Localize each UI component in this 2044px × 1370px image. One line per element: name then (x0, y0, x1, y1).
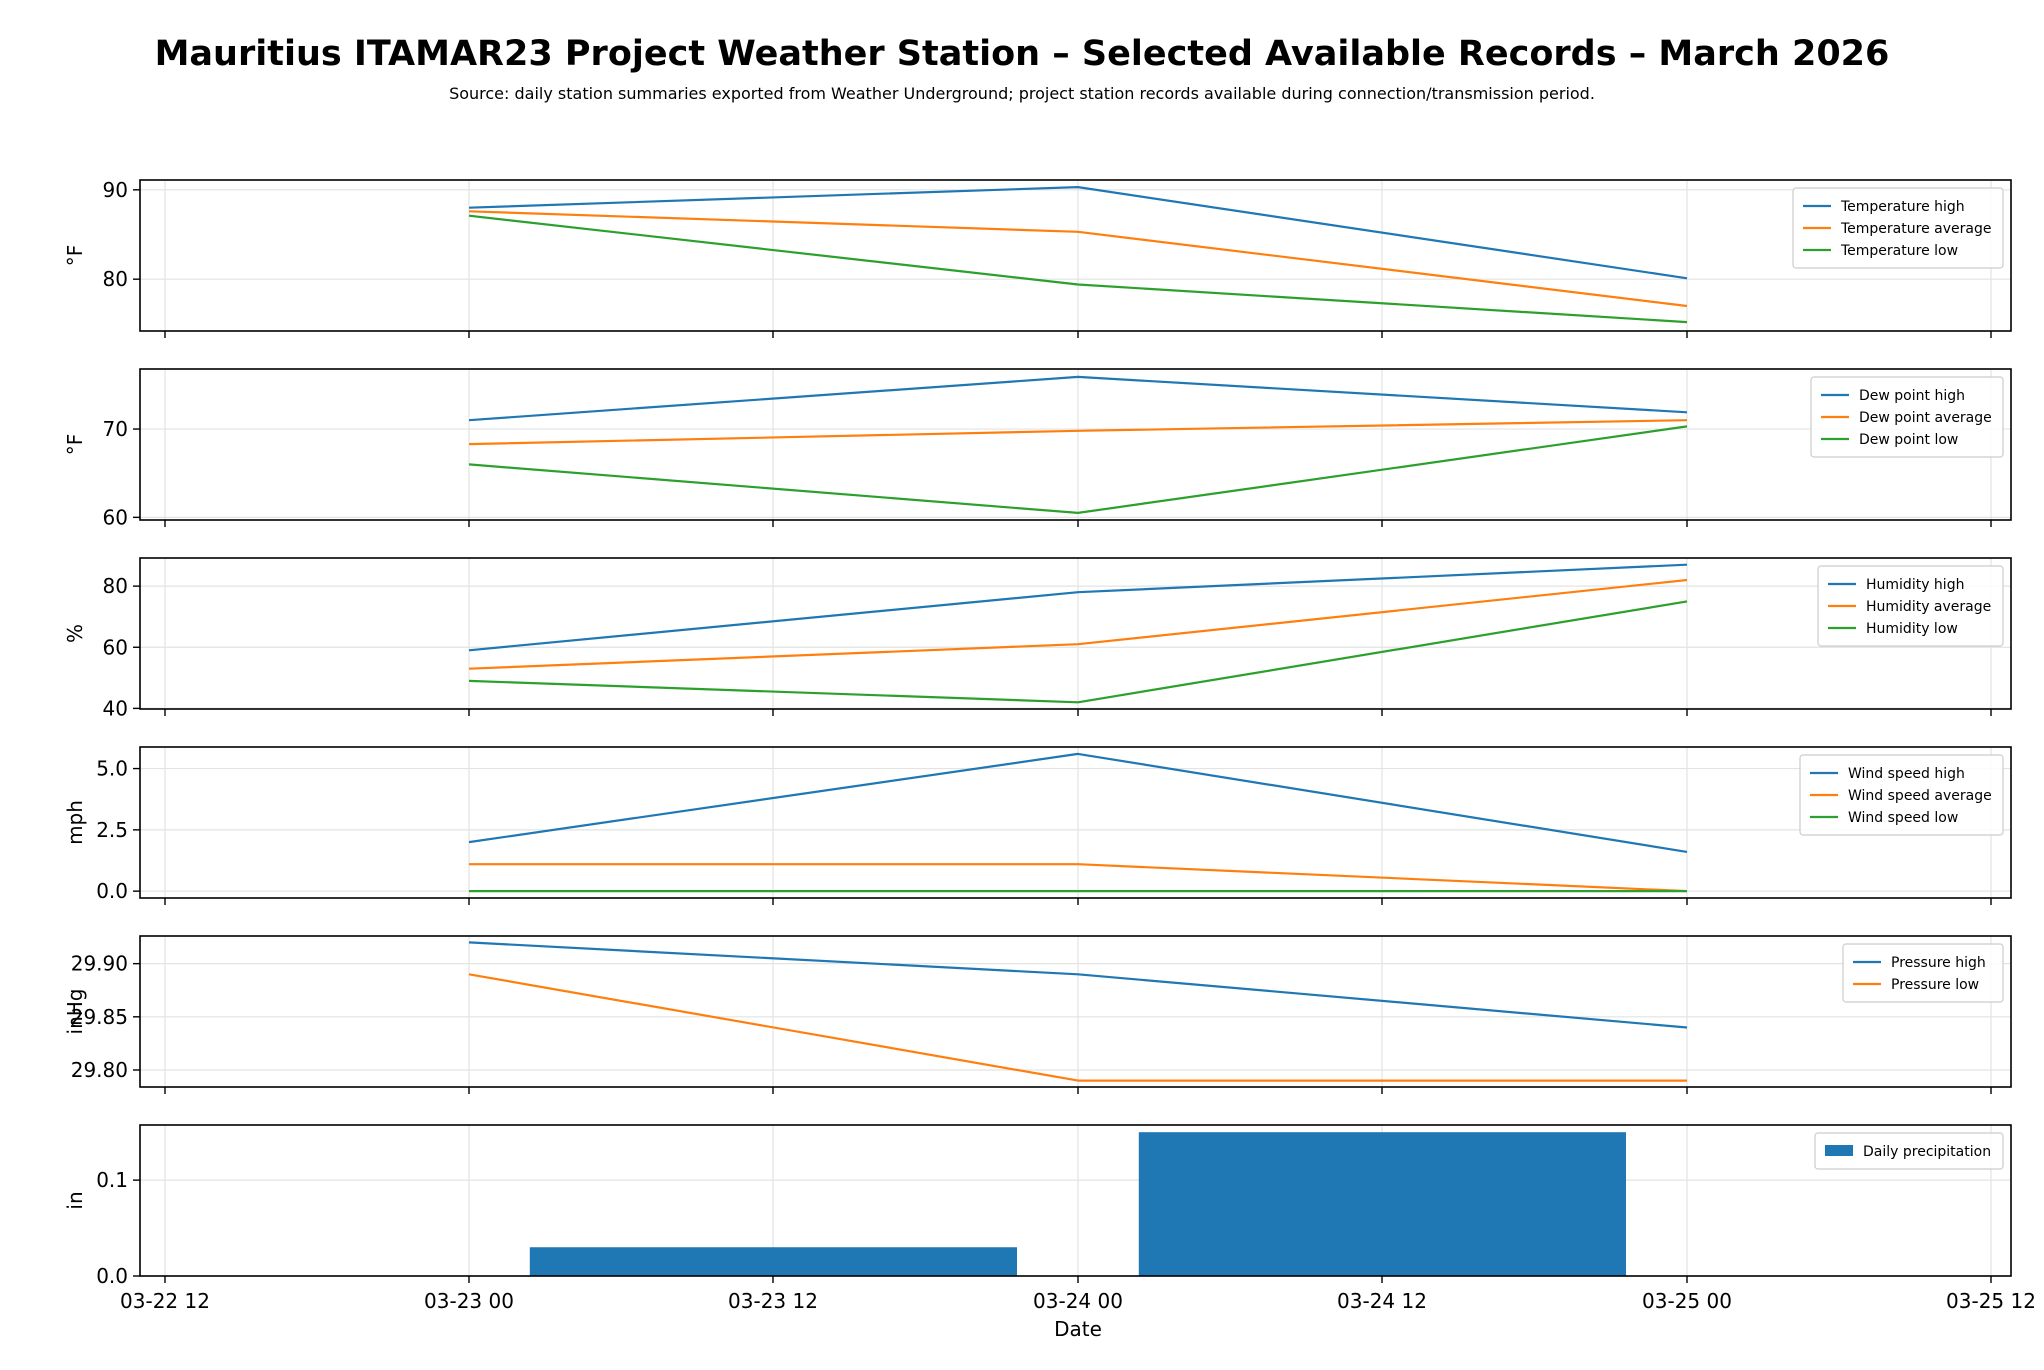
series-line-3 (468, 600, 1688, 704)
legend-swatch (1825, 1145, 1853, 1156)
legend-box (1814, 1132, 2004, 1170)
y-axis-label: in (63, 1191, 87, 1209)
legend-box (1810, 376, 2004, 458)
legend-entry: Daily precipitation (1863, 1144, 1991, 1160)
legend-entry: Temperature average (1840, 221, 1991, 237)
y-tick-label: 2.5 (96, 818, 128, 842)
legend-entry: Wind speed high (1848, 766, 1965, 782)
series-line-3 (468, 425, 1688, 515)
y-tick-label: 40 (103, 696, 128, 720)
series-line-2 (468, 973, 1687, 1082)
legend-box (1799, 754, 2004, 836)
legend-entry: Temperature low (1840, 243, 1958, 259)
panel-frame (139, 746, 2012, 899)
y-tick-label: 0.0 (96, 879, 128, 903)
legend: Temperature high Temperature average Tempe… (1792, 187, 2004, 269)
series-line-1 (468, 752, 1688, 853)
series-line-1 (468, 375, 1688, 422)
y-tick-label: 0.1 (96, 1168, 128, 1192)
y-tick-label: 0.0 (96, 1264, 128, 1288)
legend-box (1842, 943, 2004, 1003)
series-line-3 (468, 214, 1688, 324)
y-axis-label: mph (63, 800, 87, 845)
x-tick-label: 03-22 12 (120, 1289, 210, 1313)
panel-4: 0.0 2.5 5.0 mph Wind speed high Wind speed av… (63, 746, 2012, 905)
x-tick-label: 03-24 12 (1337, 1289, 1427, 1313)
legend-entry: Wind speed average (1848, 788, 1992, 804)
y-tick-label: 5.0 (96, 757, 128, 781)
legend-entry: Dew point high (1859, 388, 1965, 404)
series-line-1 (468, 186, 1688, 280)
panel-1: 80 90 °F Temperature high Temperature averag… (63, 178, 2012, 338)
legend-entry: Pressure high (1891, 955, 1986, 971)
legend: Humidity high Humidity average Humidity lo… (1817, 565, 2004, 647)
legend-entry: Wind speed low (1848, 810, 1958, 826)
y-tick-label: 60 (103, 505, 128, 529)
x-tick-label: 03-23 12 (728, 1289, 818, 1313)
y-tick-label: 29.90 (71, 952, 128, 976)
panel-frame (139, 935, 2012, 1088)
y-axis-label: °F (63, 434, 87, 456)
legend-entry: Humidity low (1866, 621, 1958, 637)
panel-frame (139, 179, 2012, 332)
x-tick-label: 03-23 00 (424, 1289, 514, 1313)
legend-entry: Dew point average (1859, 410, 1992, 426)
precip-bar (1138, 1132, 1626, 1276)
chart-subtitle: Source: daily station summaries exported… (449, 84, 1595, 103)
legend: Daily precipitation (1814, 1132, 2004, 1170)
y-tick-label: 80 (103, 574, 128, 598)
panel-frame (139, 368, 2012, 521)
legend-box (1817, 565, 2004, 647)
x-tick-label: 03-24 00 (1033, 1289, 1123, 1313)
y-axis-label: % (63, 624, 87, 643)
legend-entry: Pressure low (1891, 977, 1979, 993)
series-line-2 (468, 419, 1688, 446)
y-tick-label: 90 (103, 178, 128, 202)
chart-panels: 80 90 °F Temperature high Temperature averag… (63, 178, 2036, 1313)
legend-entry: Temperature high (1840, 199, 1965, 215)
y-tick-label: 80 (103, 267, 128, 291)
legend: Pressure high Pressure low (1842, 943, 2004, 1003)
y-axis-label: °F (63, 245, 87, 267)
y-tick-label: 60 (103, 635, 128, 659)
series-line-2 (468, 210, 1688, 308)
y-tick-label: 29.80 (71, 1058, 128, 1082)
panel-6: 0.0 0.1 03-22 12 03-23 00 03-23 12 03-24 00 03… (63, 1124, 2036, 1313)
y-tick-label: 70 (103, 417, 128, 441)
series-line-2 (469, 863, 1688, 893)
legend-entry: Humidity high (1866, 577, 1964, 593)
panel-frame (139, 1124, 2012, 1277)
y-tick-label: 29.85 (71, 1005, 128, 1029)
precip-bar (529, 1247, 1017, 1276)
legend: Dew point high Dew point average Dew point… (1810, 376, 2004, 458)
y-axis-label: inHg (63, 989, 87, 1035)
series-line-2 (468, 578, 1688, 670)
legend-box (1792, 187, 2004, 269)
panel-frame (139, 557, 2012, 710)
x-axis-label: Date (1054, 1317, 1102, 1341)
series-line-1 (468, 563, 1688, 652)
series-line-1 (468, 941, 1688, 1029)
x-tick-label: 03-25 12 (1946, 1289, 2036, 1313)
x-tick-label: 03-25 00 (1642, 1289, 1732, 1313)
legend-entry: Humidity average (1866, 599, 1991, 615)
legend: Wind speed high Wind speed average Wind sp… (1799, 754, 2004, 836)
legend-entry: Dew point low (1859, 432, 1958, 448)
chart-title: Mauritius ITAMAR23 Project Weather Stati… (155, 34, 1890, 74)
